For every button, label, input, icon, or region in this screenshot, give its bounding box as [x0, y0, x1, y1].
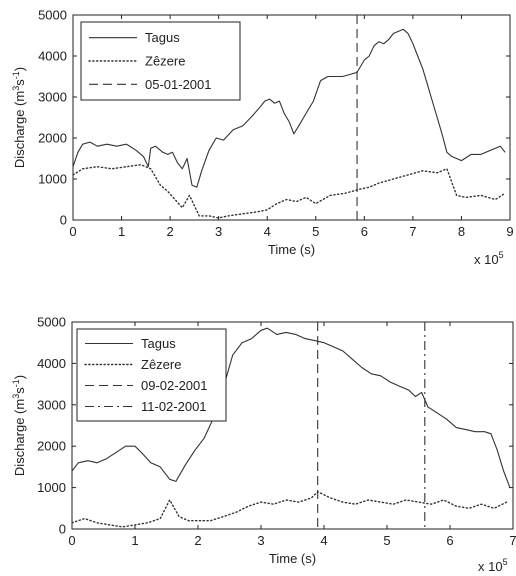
- series-line-zzere: [73, 163, 506, 219]
- x-tick-label: 6: [361, 224, 368, 239]
- y-axis-title: Discharge (m3s-1): [11, 67, 27, 168]
- x-axis-multiplier-base: x 10: [478, 559, 503, 574]
- legend-label: 09-02-2001: [141, 378, 208, 393]
- x-tick-label: 1: [131, 533, 138, 548]
- x-axis-multiplier-exponent: 5: [503, 557, 508, 567]
- x-tick-label: 0: [69, 224, 76, 239]
- y-tick-label: 3000: [38, 90, 67, 105]
- x-tick-label: 8: [458, 224, 465, 239]
- y-tick-label: 2000: [38, 131, 67, 146]
- y-axis-title-part: 3: [11, 86, 21, 91]
- x-tick-label: 0: [68, 533, 75, 548]
- x-tick-label: 2: [166, 224, 173, 239]
- legend-box: [80, 21, 241, 101]
- x-axis-title: Time (s): [268, 242, 315, 257]
- series-line-tagus: [72, 327, 511, 488]
- x-tick-label: 5: [312, 224, 319, 239]
- y-tick-label: 2000: [37, 439, 66, 454]
- plot-area: [71, 321, 514, 530]
- legend-label: Tagus: [145, 30, 180, 45]
- x-tick-label: 6: [446, 533, 453, 548]
- legend-label: 11-02-2001: [141, 399, 207, 414]
- x-tick-label: 4: [264, 224, 271, 239]
- chart-top: 0 1 2 3 4 5 6 7 8 9 0 1000 2000 3000 4000 5000 Tagus Zêze…: [11, 8, 514, 268]
- x-tick-label: 1: [118, 224, 125, 239]
- y-tick-label: 0: [60, 213, 67, 228]
- x-tick-label: 5: [383, 533, 390, 548]
- y-tick-label: 1000: [37, 480, 66, 495]
- y-axis-title-part: Discharge (m: [12, 91, 27, 168]
- series-line-zzere: [72, 491, 508, 528]
- y-axis-title-part: ): [12, 67, 27, 71]
- x-tick-label: 7: [409, 224, 416, 239]
- x-tick-label: 4: [320, 533, 327, 548]
- y-tick-label: 5000: [37, 315, 66, 330]
- legend: Tagus Zêzere 05-01-2001: [80, 21, 241, 101]
- x-axis-multiplier-exponent: 5: [499, 250, 504, 260]
- x-tick-label: 3: [215, 224, 222, 239]
- legend: Tagus Zêzere 09-02-2001 11-02-2001: [76, 328, 227, 422]
- x-axis-title: Time (s): [269, 551, 316, 566]
- x-tick-label: 2: [194, 533, 201, 548]
- legend-label: Zêzere: [145, 54, 185, 69]
- y-axis-title-part: -1: [11, 71, 21, 79]
- y-tick-label: 4000: [38, 49, 67, 64]
- y-tick-label: 0: [59, 522, 66, 537]
- plot-area: [72, 14, 511, 221]
- x-axis-multiplier: x 105: [478, 557, 508, 574]
- y-axis-title-part: -1: [11, 379, 21, 387]
- y-axis-title-part: ): [12, 375, 27, 379]
- series-line-tagus: [73, 28, 506, 188]
- x-tick-label: 3: [257, 533, 264, 548]
- legend-label: Zêzere: [141, 357, 181, 372]
- y-axis-title-part: 3: [11, 394, 21, 399]
- y-axis-title-part: Discharge (m: [12, 399, 27, 476]
- legend-label: 05-01-2001: [145, 77, 212, 92]
- x-axis-multiplier: x 105: [474, 250, 504, 267]
- y-tick-label: 1000: [38, 172, 67, 187]
- y-tick-label: 3000: [37, 397, 66, 412]
- legend-label: Tagus: [141, 336, 176, 351]
- y-axis-title: Discharge (m3s-1): [11, 375, 27, 476]
- chart-bottom: 0 1 2 3 4 5 6 7 0 1000 2000 3000 4000 5000 Tagus Zêzere…: [11, 315, 516, 575]
- y-axis-title-part: s: [12, 79, 27, 86]
- legend-box: [76, 328, 227, 422]
- x-tick-label: 9: [506, 224, 513, 239]
- y-tick-label: 4000: [37, 356, 66, 371]
- y-tick-label: 5000: [38, 8, 67, 23]
- x-axis-multiplier-base: x 10: [474, 252, 499, 267]
- x-tick-label: 7: [509, 533, 516, 548]
- y-axis-title-part: s: [12, 387, 27, 394]
